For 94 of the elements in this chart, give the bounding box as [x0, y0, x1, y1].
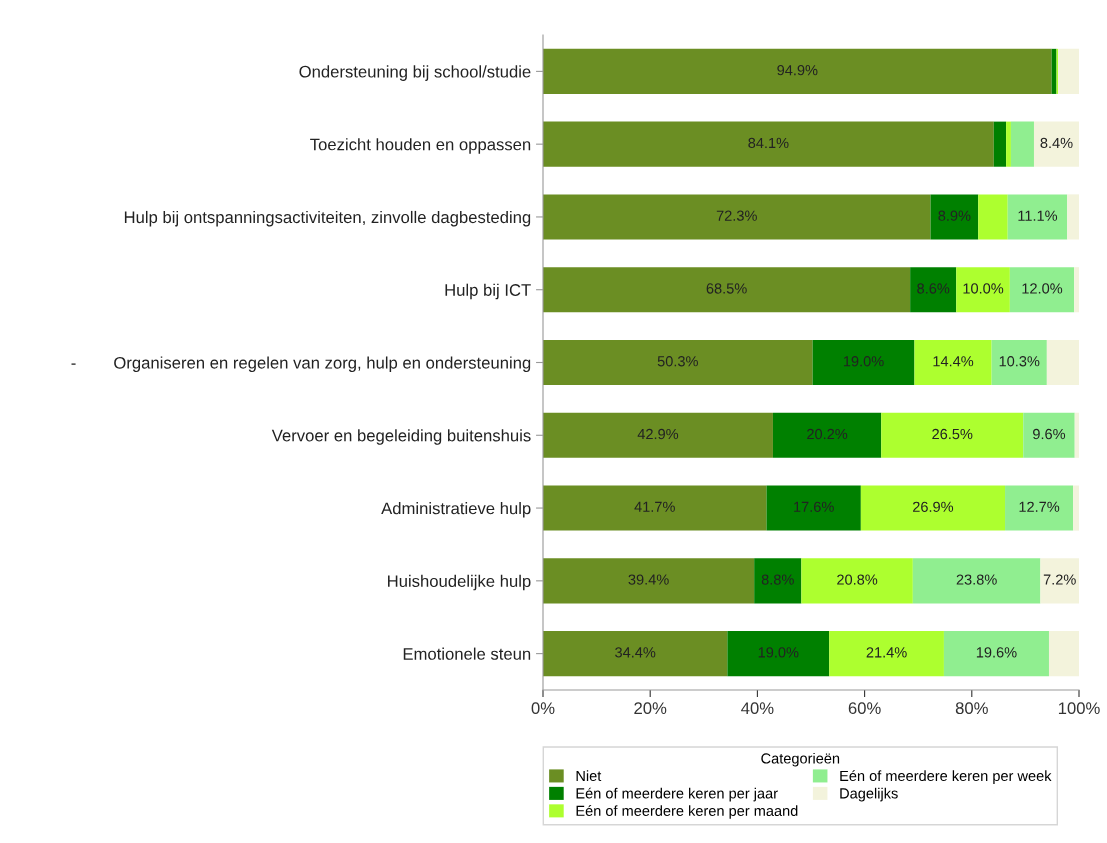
- bar: [914, 339, 992, 386]
- bar: [812, 339, 915, 386]
- y-tick-label: Emotionele steun: [403, 647, 531, 660]
- bar: [772, 412, 882, 458]
- bar: [1046, 339, 1079, 386]
- y-tick-label: - Organiseren en regelen van zorg, hulp en ondersteuning: [71, 356, 531, 372]
- data-label: 34.4%: [615, 647, 656, 658]
- data-label: 26.9%: [913, 501, 954, 512]
- data-label: 19.0%: [758, 647, 799, 658]
- bar: [1006, 121, 1011, 167]
- bar: [912, 558, 1041, 604]
- bar: [860, 485, 1006, 531]
- legend-label: Eén of meerdere keren per maand: [576, 805, 798, 819]
- bar: [1005, 485, 1074, 531]
- data-label: 10.0%: [963, 283, 1004, 294]
- x-tick-label: 60%: [848, 702, 881, 715]
- bar: [1073, 485, 1079, 531]
- data-label: 8.4%: [1040, 137, 1073, 149]
- bar: [727, 631, 830, 677]
- x-tick-label: 40%: [741, 702, 774, 715]
- data-label: 14.4%: [933, 356, 974, 367]
- y-tick-label: Huishoudelijke hulp: [388, 574, 531, 591]
- bar: [1007, 194, 1068, 240]
- bar: [754, 558, 802, 604]
- data-label: 9.6%: [1033, 428, 1066, 440]
- bar: [978, 194, 1008, 240]
- x-tick-label: 80%: [955, 702, 988, 715]
- bar: [993, 121, 1007, 167]
- x-tick-label: 0%: [531, 702, 555, 715]
- data-label: 8.9%: [938, 210, 971, 221]
- bar: [1040, 558, 1079, 604]
- data-label: 23.8%: [956, 574, 997, 585]
- data-label: 20.2%: [807, 428, 848, 440]
- data-label: 12.7%: [1019, 501, 1060, 512]
- data-label: 50.3%: [657, 356, 698, 367]
- data-label: 19.0%: [843, 356, 884, 367]
- y-tick-label: Toezicht houden en oppassen: [310, 138, 531, 154]
- data-label: 10.3%: [999, 356, 1040, 367]
- bar: [543, 121, 994, 167]
- y-tick-label: Hulp bij ICT: [445, 283, 531, 300]
- bar: [991, 339, 1047, 386]
- legend-title: Categorieën: [761, 752, 840, 767]
- bar: [1023, 412, 1075, 458]
- bar: [1048, 631, 1079, 677]
- y-tick-label: Administratieve hulp: [381, 502, 531, 518]
- data-label: 11.1%: [1018, 210, 1058, 221]
- bar: [956, 267, 1010, 313]
- bar: [943, 631, 1049, 677]
- data-label: 26.5%: [932, 428, 973, 440]
- y-tick-label: Ondersteuning bij school/studie: [299, 65, 531, 81]
- bar: [1058, 48, 1079, 94]
- bar: [543, 194, 931, 240]
- data-label: 72.3%: [716, 210, 757, 221]
- bar: [1074, 267, 1079, 313]
- y-tick-label: Vervoer en begeleiding buitenshuis: [271, 429, 531, 445]
- bar: [1009, 267, 1075, 313]
- bar: [543, 631, 728, 677]
- bar: [910, 267, 957, 313]
- data-label: 94.9%: [777, 64, 818, 76]
- y-tick-label: Hulp bij ontspanningsactiviteiten, zinvolle dagbesteding: [124, 210, 531, 227]
- legend-label: Dagelijks: [840, 787, 898, 802]
- legend-label: Eén of meerdere keren per jaar: [576, 787, 778, 802]
- bar: [801, 558, 913, 604]
- x-tick-label: 100%: [1058, 702, 1100, 715]
- data-label: 8.6%: [917, 283, 950, 294]
- bar: [881, 412, 1024, 458]
- bar: [543, 267, 911, 313]
- bar: [930, 194, 979, 240]
- bar: [543, 412, 773, 458]
- data-label: 8.8%: [761, 574, 794, 585]
- data-label: 12.0%: [1022, 283, 1063, 294]
- data-label: 41.7%: [634, 501, 675, 512]
- bar: [766, 485, 861, 531]
- bar: [829, 631, 944, 677]
- bar: [543, 558, 755, 604]
- data-label: 20.8%: [837, 574, 878, 585]
- x-tick-label: 20%: [634, 702, 667, 715]
- bar: [1067, 194, 1079, 240]
- bar: [1074, 412, 1079, 458]
- bar: [543, 48, 1052, 94]
- bar: [1033, 121, 1079, 167]
- bar: [543, 339, 813, 386]
- bar: [543, 485, 767, 531]
- data-label: 19.6%: [976, 647, 1017, 658]
- legend-label: Eén of meerdere keren per week: [840, 770, 1052, 784]
- data-label: 21.4%: [866, 647, 907, 658]
- bar: [1010, 121, 1034, 167]
- legend-label: Niet: [576, 770, 602, 782]
- data-label: 7.2%: [1043, 574, 1076, 585]
- data-label: 68.5%: [706, 283, 747, 294]
- data-label: 42.9%: [637, 428, 679, 440]
- data-label: 39.4%: [628, 574, 669, 585]
- data-label: 17.6%: [794, 501, 834, 512]
- data-label: 84.1%: [748, 137, 789, 149]
